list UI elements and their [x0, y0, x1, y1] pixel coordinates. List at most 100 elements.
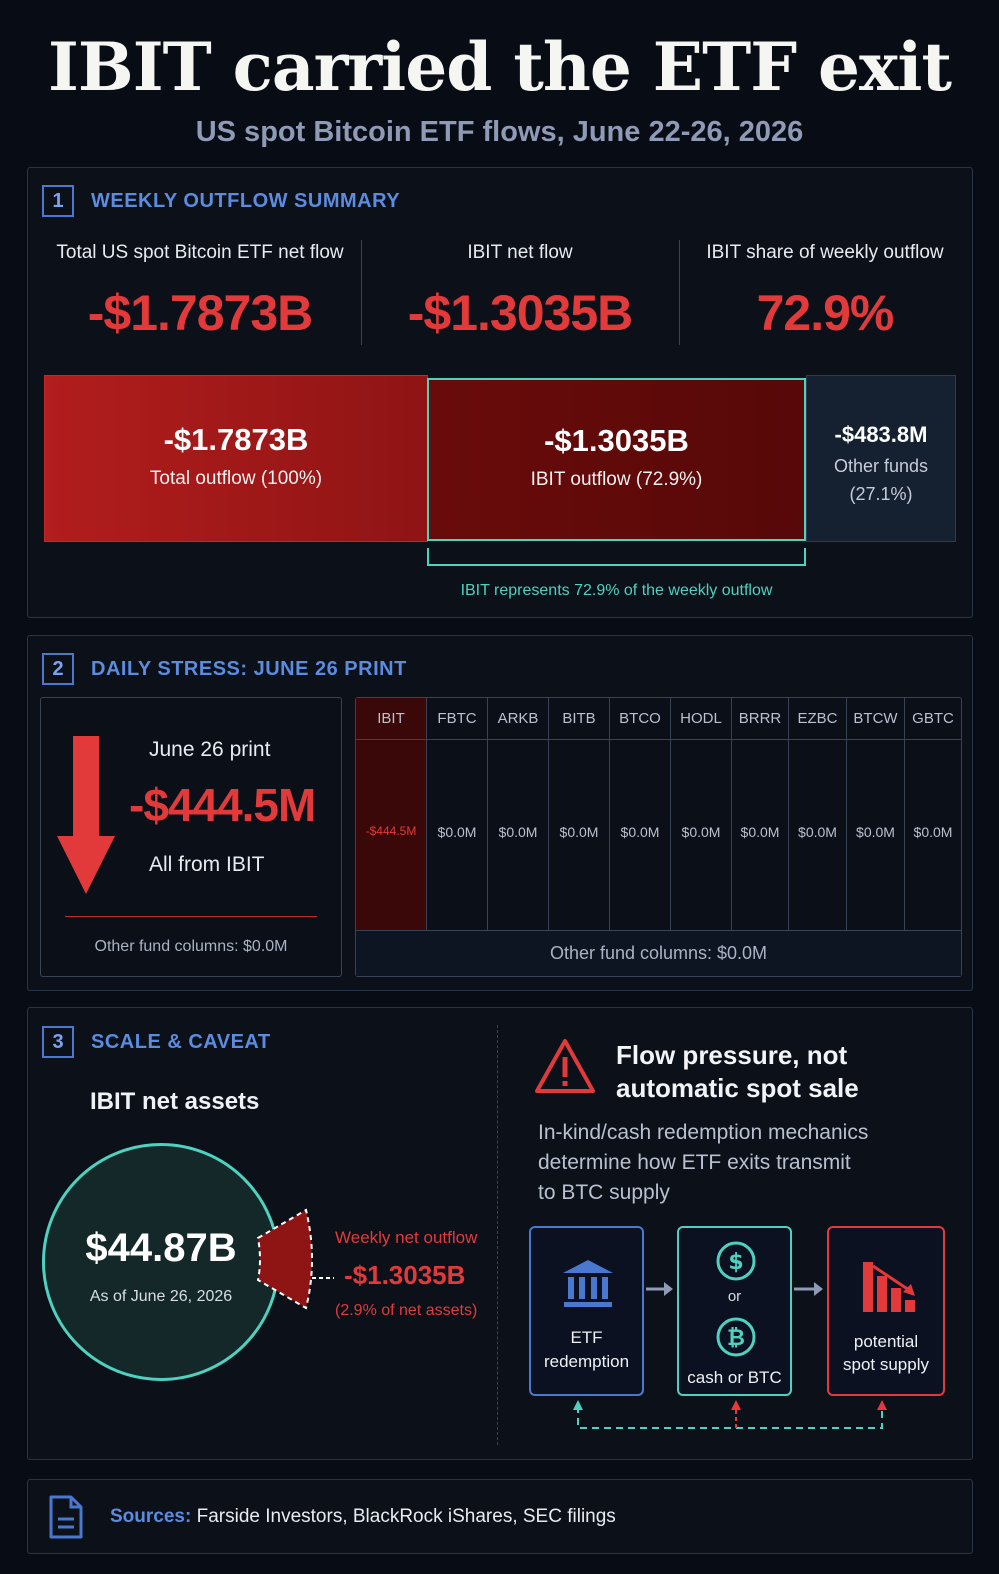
- sources-line: Sources: Farside Investors, BlackRock iS…: [110, 1506, 616, 1528]
- net-assets-value: $44.87B: [85, 1226, 237, 1270]
- sources-footer: [27, 1479, 973, 1554]
- sources-text: Farside Investors, BlackRock iShares, SE…: [196, 1506, 616, 1527]
- declining-bars-icon: [863, 1262, 915, 1312]
- cash-or-btc-box: $ or ₿ cash or BTC: [677, 1226, 792, 1396]
- caveat-body-line1: In-kind/cash redemption mechanics: [538, 1121, 869, 1144]
- etf-redemption-label1: ETF: [570, 1328, 603, 1347]
- net-assets-date: As of June 26, 2026: [89, 1288, 233, 1305]
- weekly-outflow-label: Weekly net outflow: [335, 1228, 478, 1247]
- table-footer: Other fund columns: $0.0M: [356, 930, 961, 976]
- total-outflow-label: Total outflow (100%): [149, 468, 323, 489]
- etf-redemption-label2: redemption: [543, 1352, 630, 1371]
- fund-value: $0.0M: [740, 824, 780, 840]
- caveat-title-line2: automatic spot sale: [616, 1073, 859, 1103]
- section-1-title: WEEKLY OUTFLOW SUMMARY: [91, 190, 401, 212]
- cash-or-btc-label: cash or BTC: [687, 1368, 782, 1387]
- total-outflow-value: -$1.7873B: [163, 422, 309, 457]
- kpi-ibit-label: IBIT net flow: [467, 242, 573, 263]
- caveat-body-line2: determine how ETF exits transmit: [538, 1151, 851, 1174]
- fund-header: BRRR: [732, 698, 788, 740]
- fund-column: BRRR $0.0M: [732, 698, 789, 930]
- outflow-wedge-icon: [256, 1208, 334, 1310]
- fund-value: $0.0M: [437, 824, 477, 840]
- ibit-share-bracket: [427, 548, 806, 566]
- arrow-right-icon: [646, 1282, 673, 1296]
- fund-column-ibit: IBIT -$444.5M: [356, 698, 427, 930]
- other-funds-pct: (27.1%): [849, 484, 913, 504]
- print-date-label: June 26 print: [149, 738, 271, 761]
- fund-value: $0.0M: [498, 824, 538, 840]
- fund-value: $0.0M: [559, 824, 599, 840]
- fund-column: HODL $0.0M: [671, 698, 732, 930]
- other-funds-value: -$483.8M: [834, 422, 928, 447]
- print-divider: [65, 916, 317, 917]
- section-3-number: 3: [42, 1026, 74, 1058]
- kpi-total-label: Total US spot Bitcoin ETF net flow: [56, 242, 344, 263]
- potential-supply-label2: spot supply: [843, 1355, 929, 1374]
- section-3-divider: [497, 1025, 498, 1445]
- potential-supply-label1: potential: [853, 1332, 919, 1351]
- fund-column: BTCO $0.0M: [610, 698, 671, 930]
- section-2-number: 2: [42, 653, 74, 685]
- weekly-outflow-value: -$1.3035B: [344, 1260, 466, 1290]
- total-outflow-bar: -$1.7873B Total outflow (100%): [44, 375, 428, 542]
- fund-header: EZBC: [789, 698, 846, 740]
- fund-header: ARKB: [488, 698, 548, 740]
- fund-column: FBTC $0.0M: [427, 698, 488, 930]
- potential-supply-box: potential spot supply: [827, 1226, 945, 1396]
- net-assets-label: IBIT net assets: [90, 1088, 260, 1115]
- fund-value: $0.0M: [681, 824, 721, 840]
- etf-redemption-box: ETF redemption: [529, 1226, 644, 1396]
- svg-text:$: $: [728, 1250, 743, 1275]
- fund-header: BTCW: [847, 698, 904, 740]
- kpi-share-value: 72.9%: [756, 285, 895, 341]
- page-subtitle: US spot Bitcoin ETF flows, June 22-26, 2…: [195, 116, 804, 148]
- fund-header: FBTC: [427, 698, 487, 740]
- down-arrow-icon: [57, 736, 115, 894]
- bitcoin-coin-icon: ₿: [716, 1317, 756, 1357]
- kpi-divider: [679, 240, 680, 345]
- fund-column: BTCW $0.0M: [847, 698, 905, 930]
- bank-icon: [563, 1260, 613, 1307]
- dollar-coin-icon: $: [716, 1241, 756, 1281]
- fund-header: BITB: [549, 698, 609, 740]
- kpi-ibit-value: -$1.3035B: [407, 285, 634, 341]
- fund-column: EZBC $0.0M: [789, 698, 847, 930]
- fund-flow-table: IBIT -$444.5M FBTC $0.0M ARKB $0.0M BITB…: [355, 697, 962, 977]
- weekly-outflow-pct: (2.9% of net assets): [335, 1302, 478, 1319]
- fund-column: BITB $0.0M: [549, 698, 610, 930]
- kpi-total-value: -$1.7873B: [87, 285, 314, 341]
- ibit-share-note: IBIT represents 72.9% of the weekly outf…: [460, 582, 773, 599]
- fund-header: HODL: [671, 698, 731, 740]
- svg-text:₿: ₿: [727, 1326, 745, 1351]
- or-label: or: [727, 1288, 742, 1305]
- print-note: All from IBIT: [149, 853, 265, 876]
- fund-column: GBTC $0.0M: [905, 698, 961, 930]
- ibit-outflow-value: -$1.3035B: [544, 423, 689, 458]
- fund-column: ARKB $0.0M: [488, 698, 549, 930]
- caveat-title-line1: Flow pressure, not: [616, 1040, 848, 1070]
- caveat-body-line3: to BTC supply: [538, 1181, 670, 1204]
- june-26-print-card: June 26 print -$444.5M All from IBIT Oth…: [40, 697, 342, 977]
- page-title: IBIT carried the ETF exit: [48, 28, 952, 106]
- fund-value: $0.0M: [798, 824, 837, 840]
- fund-value: $0.0M: [620, 824, 660, 840]
- print-footer: Other fund columns: $0.0M: [94, 938, 288, 955]
- arrow-right-icon: [794, 1282, 823, 1296]
- ibit-outflow-bar: -$1.3035B IBIT outflow (72.9%): [427, 378, 806, 541]
- other-funds-bar: -$483.8M Other funds (27.1%): [806, 375, 956, 542]
- fund-header: IBIT: [356, 698, 426, 740]
- document-icon: [49, 1495, 83, 1539]
- net-assets-circle: $44.87B As of June 26, 2026: [42, 1143, 280, 1381]
- table-footer-text: Other fund columns: $0.0M: [549, 943, 768, 963]
- warning-icon: [535, 1039, 595, 1093]
- section-1-number: 1: [42, 185, 74, 217]
- fund-value: $0.0M: [913, 824, 953, 840]
- section-3-title: SCALE & CAVEAT: [91, 1031, 271, 1053]
- fund-value: $0.0M: [856, 824, 895, 840]
- feedback-loop-arrows: [573, 1400, 887, 1429]
- fund-header: BTCO: [610, 698, 670, 740]
- fund-value: -$444.5M: [365, 824, 417, 838]
- print-value: -$444.5M: [129, 779, 316, 831]
- fund-header: GBTC: [905, 698, 961, 740]
